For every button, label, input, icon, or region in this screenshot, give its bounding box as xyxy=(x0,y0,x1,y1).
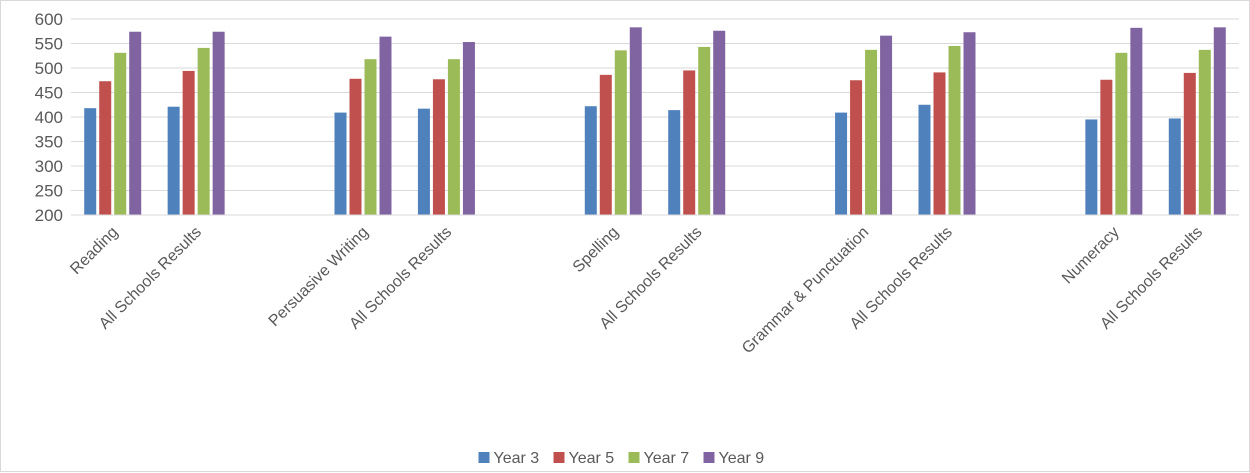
bar-year-3 xyxy=(1085,119,1098,215)
bar-year-3 xyxy=(668,110,681,215)
y-tick-label: 300 xyxy=(35,157,63,176)
bar-year-9 xyxy=(462,42,475,215)
bar-year-9 xyxy=(379,36,392,215)
bar-year-9 xyxy=(629,27,642,215)
bar-year-9 xyxy=(1130,27,1143,215)
bar-year-9 xyxy=(963,32,976,216)
legend-swatch xyxy=(478,452,490,463)
bar-year-3 xyxy=(918,104,931,215)
bar-year-5 xyxy=(349,78,362,215)
legend-swatch xyxy=(628,452,640,463)
bar-year-5 xyxy=(599,74,612,215)
y-tick-label: 600 xyxy=(35,10,63,29)
legend-label: Year 7 xyxy=(644,450,690,467)
bar-year-5 xyxy=(99,81,112,215)
y-tick-label: 450 xyxy=(35,84,63,103)
y-tick-label: 500 xyxy=(35,59,63,78)
legend-label: Year 3 xyxy=(494,450,540,467)
bar-year-9 xyxy=(880,35,893,215)
bar-year-5 xyxy=(1100,79,1113,215)
legend-swatch xyxy=(553,452,565,463)
x-category-label: Spelling xyxy=(570,224,622,276)
bar-year-5 xyxy=(683,70,696,215)
bar-year-5 xyxy=(933,72,946,215)
x-category-label: Numeracy xyxy=(1059,224,1123,288)
bar-year-7 xyxy=(197,47,210,215)
bar-year-7 xyxy=(948,45,961,216)
bar-year-9 xyxy=(212,31,225,215)
bar-year-7 xyxy=(614,50,627,215)
bar-year-5 xyxy=(182,70,195,215)
bar-year-7 xyxy=(1115,52,1128,216)
bar-year-3 xyxy=(835,112,848,215)
bar-year-9 xyxy=(713,30,726,216)
bar-year-3 xyxy=(1168,118,1181,215)
legend-swatch xyxy=(703,452,715,463)
bar-year-3 xyxy=(334,112,347,215)
bar-year-7 xyxy=(364,59,377,216)
bar-year-3 xyxy=(84,108,97,215)
bar-year-7 xyxy=(1198,49,1211,216)
bar-year-5 xyxy=(432,79,445,216)
bar-year-7 xyxy=(114,52,127,216)
y-tick-label: 350 xyxy=(35,133,63,152)
bar-year-9 xyxy=(1213,27,1226,215)
x-category-label: Grammar & Punctuation xyxy=(739,224,872,357)
y-tick-label: 200 xyxy=(35,206,63,225)
y-tick-label: 250 xyxy=(35,182,63,201)
legend-label: Year 5 xyxy=(569,450,615,467)
bar-year-5 xyxy=(850,80,863,215)
bar-year-7 xyxy=(698,46,711,216)
bar-year-7 xyxy=(447,59,460,216)
bar-year-3 xyxy=(167,106,180,215)
y-tick-label: 400 xyxy=(35,108,63,127)
bar-year-9 xyxy=(129,31,142,215)
bar-year-3 xyxy=(584,106,597,215)
y-tick-label: 550 xyxy=(35,35,63,54)
legend-label: Year 9 xyxy=(719,450,765,467)
bar-year-5 xyxy=(1183,72,1196,216)
bar-year-3 xyxy=(417,108,430,215)
bar-year-7 xyxy=(865,49,878,216)
x-category-label: Reading xyxy=(67,224,121,278)
